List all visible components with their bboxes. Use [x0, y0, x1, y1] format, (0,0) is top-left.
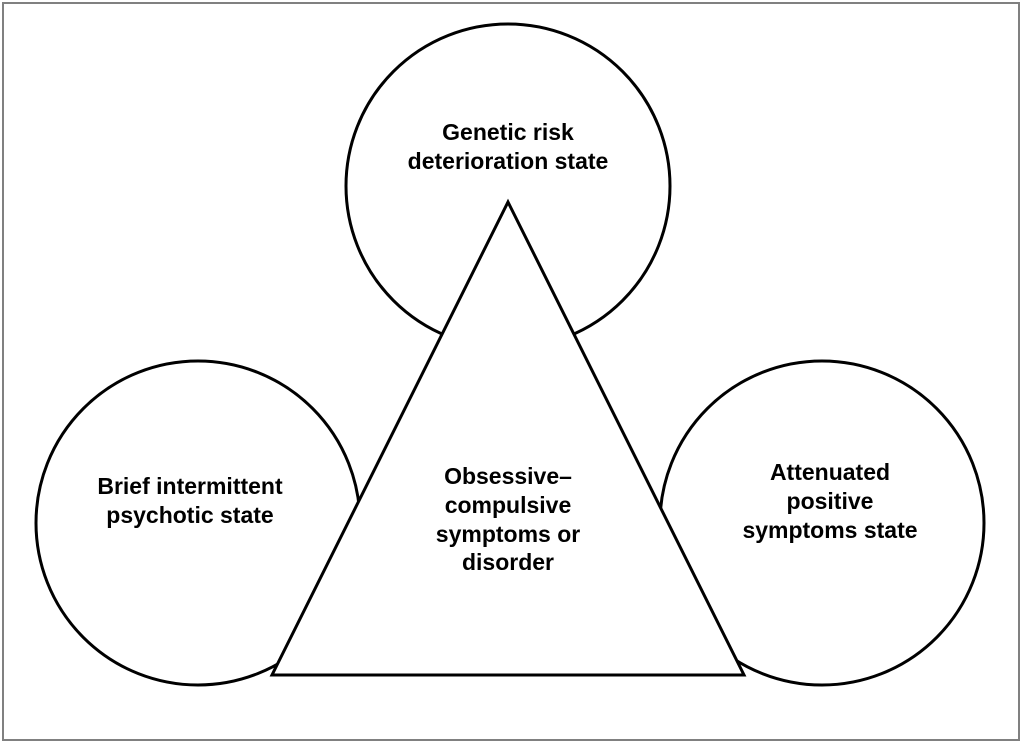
- label-right-line1: Attenuated: [770, 459, 890, 485]
- label-left-circle: Brief intermittent psychotic state: [60, 472, 320, 530]
- label-top-line1: Genetic risk: [442, 119, 574, 145]
- label-center-line3: symptoms or: [436, 521, 580, 547]
- center-triangle: [272, 202, 744, 675]
- diagram-canvas: [0, 0, 1022, 743]
- label-right-circle: Attenuated positive symptoms state: [700, 458, 960, 544]
- label-left-line2: psychotic state: [106, 502, 273, 528]
- label-center-line2: compulsive: [445, 492, 572, 518]
- label-center-line4: disorder: [462, 549, 554, 575]
- label-top-line2: deterioration state: [408, 148, 609, 174]
- label-right-line3: symptoms state: [742, 517, 917, 543]
- label-right-line2: positive: [787, 488, 874, 514]
- label-left-line1: Brief intermittent: [97, 473, 282, 499]
- label-triangle-center: Obsessive– compulsive symptoms or disord…: [398, 462, 618, 577]
- label-center-line1: Obsessive–: [444, 463, 572, 489]
- label-top-circle: Genetic risk deterioration state: [368, 118, 648, 176]
